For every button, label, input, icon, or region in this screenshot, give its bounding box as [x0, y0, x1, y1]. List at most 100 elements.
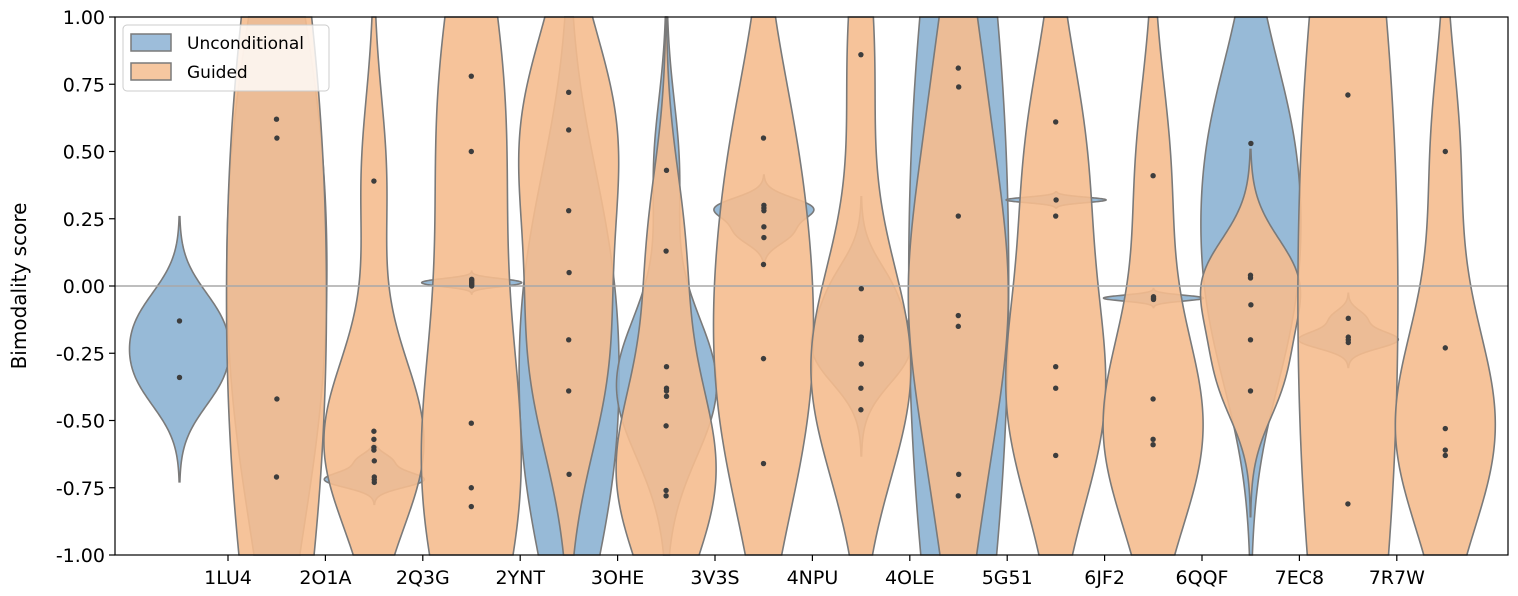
data-point	[1150, 396, 1156, 402]
data-point	[468, 420, 474, 426]
data-point	[176, 318, 183, 324]
data-point	[371, 458, 377, 464]
data-point	[663, 364, 670, 370]
data-point	[955, 323, 961, 330]
data-point	[858, 407, 864, 413]
data-point	[371, 436, 377, 443]
data-point	[663, 248, 669, 254]
data-point	[760, 355, 767, 362]
data-point	[858, 51, 864, 58]
data-point	[468, 485, 474, 491]
data-point	[566, 269, 572, 276]
x-tick-label: 6JF2	[1084, 567, 1125, 589]
x-axis: 1LU4 2O1A 2Q3G 2YNT 3OHE 3V3S 4NPU 4OLE 5G51 6JF2…	[204, 555, 1425, 589]
data-point	[663, 487, 669, 494]
data-point	[663, 423, 669, 429]
data-point	[469, 283, 475, 289]
data-point	[761, 207, 767, 214]
guided-violin-6qqf	[1199, 148, 1302, 518]
data-point	[1150, 436, 1156, 443]
data-point	[1150, 442, 1156, 448]
x-tick-label: 7R7W	[1369, 567, 1425, 589]
data-point	[176, 374, 183, 381]
data-point	[956, 471, 962, 477]
data-point	[566, 127, 572, 133]
legend-label-unconditional: Unconditional	[187, 34, 304, 54]
data-point	[1442, 345, 1449, 351]
data-point	[1053, 364, 1059, 370]
data-point	[1053, 197, 1059, 203]
data-point	[956, 84, 962, 90]
data-point	[1345, 315, 1352, 321]
data-point	[1248, 140, 1254, 147]
data-point	[371, 178, 377, 184]
x-tick-label: 6QQF	[1176, 567, 1229, 589]
data-point	[858, 337, 864, 343]
data-point	[468, 73, 474, 79]
data-point	[1053, 119, 1059, 125]
data-point	[761, 234, 767, 241]
data-point	[1053, 452, 1059, 459]
data-point	[1248, 302, 1254, 308]
data-point	[566, 89, 572, 96]
x-tick-label: 4OLE	[885, 567, 935, 589]
data-point	[1442, 425, 1449, 432]
data-point	[274, 396, 280, 402]
y-tick-label: -0.75	[56, 478, 105, 500]
data-point	[274, 135, 280, 141]
y-tick-label: 0.75	[63, 74, 105, 96]
data-point	[566, 388, 572, 394]
data-point	[955, 65, 961, 71]
data-point	[1053, 213, 1059, 219]
data-point	[760, 460, 767, 467]
data-point	[663, 493, 669, 499]
legend: Unconditional Guided	[122, 24, 330, 92]
data-point	[1442, 452, 1449, 459]
data-point	[1442, 148, 1449, 155]
data-point	[1247, 337, 1254, 343]
data-point	[371, 447, 377, 453]
data-point	[1345, 501, 1351, 507]
data-point	[955, 213, 961, 219]
data-point	[760, 261, 767, 268]
data-point	[955, 493, 961, 499]
y-tick-label: 1.00	[63, 7, 105, 29]
unconditional-violin-1lu4	[128, 215, 231, 483]
legend-box	[122, 24, 330, 92]
legend-swatch-unconditional	[130, 33, 172, 52]
y-tick-label: -1.00	[56, 545, 105, 567]
y-tick-label: -0.25	[56, 343, 105, 365]
data-point	[1150, 296, 1157, 303]
x-tick-label: 2YNT	[495, 567, 545, 589]
y-tick-label: -0.50	[56, 411, 105, 433]
data-point	[663, 388, 670, 394]
data-point	[1247, 388, 1254, 394]
data-point	[371, 479, 377, 486]
data-point	[273, 474, 280, 480]
x-tick-label: 7EC8	[1275, 567, 1324, 589]
data-point	[468, 148, 474, 155]
x-tick-label: 4NPU	[787, 567, 839, 589]
plot-frame	[114, 16, 1509, 556]
data-point	[1150, 173, 1156, 179]
legend-swatch-guided	[130, 62, 172, 81]
data-point	[858, 361, 864, 367]
data-point	[566, 471, 572, 477]
x-tick-label: 2O1A	[299, 567, 351, 589]
data-point	[566, 337, 572, 343]
y-tick-label: 0.25	[63, 209, 105, 231]
data-point	[663, 393, 670, 399]
y-axis: -1.00 -0.75 -0.50 -0.25 0.00 0.25 0.50 0.75 1.00	[56, 7, 115, 567]
data-point	[760, 135, 767, 141]
data-point	[761, 224, 767, 230]
data-point	[1247, 275, 1254, 281]
y-axis-label: Bimodality score	[7, 203, 31, 370]
data-point	[1442, 447, 1449, 453]
x-tick-label: 1LU4	[204, 567, 252, 589]
data-point	[1345, 92, 1351, 98]
data-point	[858, 285, 864, 292]
x-tick-label: 3V3S	[690, 567, 739, 589]
data-point	[468, 503, 474, 510]
data-point	[273, 116, 280, 122]
